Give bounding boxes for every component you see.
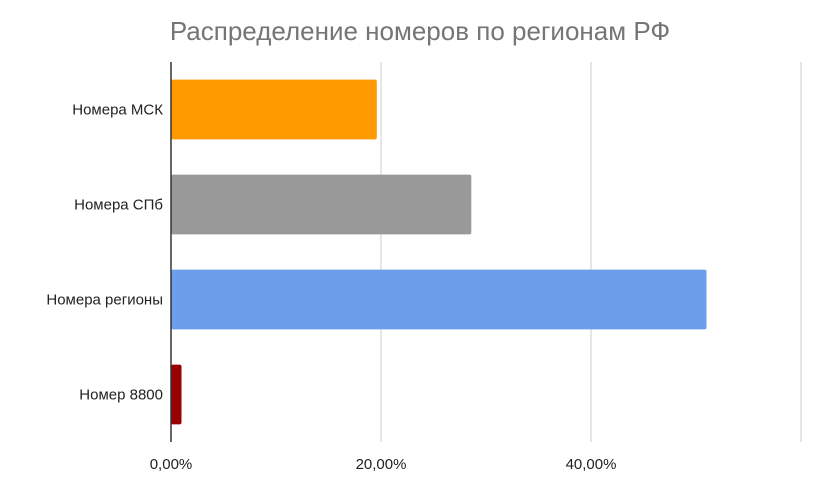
x-tick-label: 20,00% [356,456,407,473]
bars [171,79,707,425]
bar [171,79,377,140]
bar [171,269,707,330]
x-tick-label: 0,00% [150,456,193,473]
grid-lines [380,62,802,442]
bar [171,174,472,235]
category-label: Номера СПб [74,197,163,214]
x-tick-labels: 0,00% 20,00% 40,00% [150,456,617,473]
category-label: Номер 8800 [79,387,163,404]
category-label: Номера регионы [46,292,163,309]
chart-title: Распределение номеров по регионам РФ [170,16,670,46]
x-tick-label: 40,00% [566,456,617,473]
category-labels: Номера МСК Номера СПб Номера регионы Номер … [46,102,163,404]
bar [171,364,182,425]
category-label: Номера МСК [72,102,163,119]
